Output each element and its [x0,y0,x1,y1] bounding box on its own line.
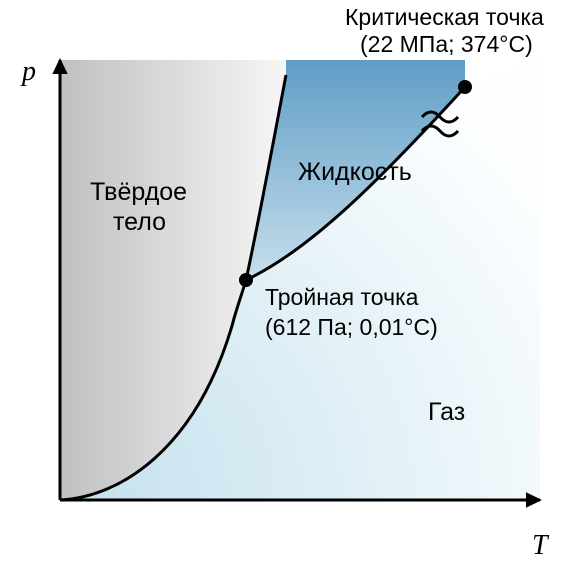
critical-point-value: (22 МПа; 374°C) [360,31,533,57]
t-axis-label: T [532,530,550,561]
triple-point [239,273,253,287]
critical-point-title: Критическая точка [345,4,544,30]
triple-point-value: (612 Па; 0,01°C) [265,314,438,340]
solid-label-line2: тело [113,208,166,236]
triple-point-title: Тройная точка [265,284,419,310]
gas-label: Газ [428,398,465,426]
p-axis-label: p [20,56,36,87]
solid-label-line1: Твёрдое [90,178,187,206]
critical-point [458,80,472,94]
liquid-label: Жидкость [298,158,412,186]
